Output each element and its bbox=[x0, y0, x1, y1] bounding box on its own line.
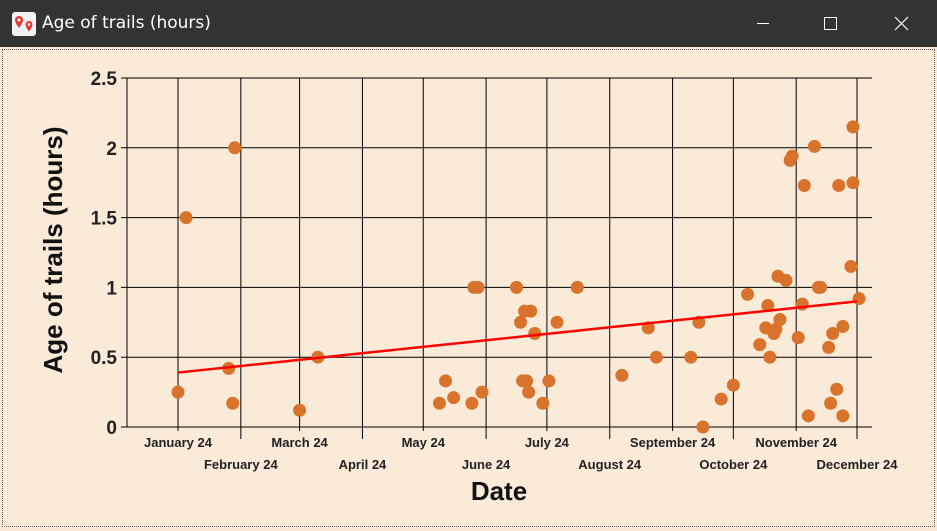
x-tick-label: September 24 bbox=[630, 435, 716, 450]
data-point bbox=[832, 178, 846, 192]
data-point bbox=[447, 391, 461, 405]
x-axis-ticks: January 24 February 24 March 24 April 24 May… bbox=[144, 435, 898, 472]
y-tick-label: 2.5 bbox=[91, 69, 118, 90]
data-point bbox=[432, 396, 446, 410]
data-point bbox=[822, 340, 836, 354]
data-point bbox=[520, 374, 534, 388]
data-point bbox=[226, 396, 240, 410]
data-point bbox=[179, 211, 193, 225]
data-point bbox=[550, 315, 564, 329]
data-point bbox=[522, 385, 536, 399]
y-tick-label: 2 bbox=[106, 139, 117, 160]
data-point bbox=[830, 382, 844, 396]
y-axis-ticks: 0 0.5 1 1.5 2 2.5 bbox=[91, 69, 118, 439]
map-pin-icon bbox=[12, 12, 36, 36]
data-point bbox=[475, 385, 489, 399]
x-tick-label: February 24 bbox=[204, 457, 278, 472]
grid bbox=[121, 77, 872, 439]
y-tick-label: 1.5 bbox=[91, 209, 118, 230]
data-point bbox=[761, 299, 775, 313]
data-point bbox=[465, 396, 479, 410]
data-point bbox=[753, 338, 767, 352]
data-point bbox=[741, 287, 755, 301]
maximize-button[interactable] bbox=[797, 0, 865, 47]
x-tick-label: May 24 bbox=[402, 435, 446, 450]
x-axis-label: Date bbox=[471, 476, 527, 506]
data-point bbox=[791, 331, 805, 345]
data-point bbox=[807, 139, 821, 153]
data-point bbox=[570, 280, 584, 294]
data-point bbox=[524, 304, 538, 318]
x-tick-label: August 24 bbox=[578, 457, 642, 472]
data-point bbox=[836, 409, 850, 423]
data-point bbox=[769, 322, 783, 336]
y-tick-label: 0 bbox=[106, 418, 117, 439]
minimize-button[interactable] bbox=[729, 0, 797, 47]
y-tick-label: 1 bbox=[106, 278, 117, 299]
data-point bbox=[171, 385, 185, 399]
data-point bbox=[846, 120, 860, 134]
data-point bbox=[439, 374, 453, 388]
x-tick-label: March 24 bbox=[271, 435, 328, 450]
x-tick-label: October 24 bbox=[699, 457, 768, 472]
chart-panel: 0 0.5 1 1.5 2 2.5 January 24 February 24 March … bbox=[2, 49, 935, 527]
close-button[interactable] bbox=[867, 0, 935, 47]
data-point bbox=[293, 403, 307, 417]
data-point bbox=[779, 273, 793, 287]
data-point bbox=[714, 392, 728, 406]
data-point bbox=[773, 313, 787, 327]
data-point bbox=[471, 280, 485, 294]
y-axis-label: Age of trails (hours) bbox=[38, 126, 68, 373]
x-tick-label: June 24 bbox=[462, 457, 511, 472]
data-point bbox=[824, 396, 838, 410]
data-point bbox=[801, 409, 815, 423]
data-point bbox=[852, 292, 866, 306]
data-point bbox=[826, 326, 840, 340]
data-point bbox=[649, 350, 663, 364]
data-point bbox=[509, 280, 523, 294]
data-point bbox=[514, 315, 528, 329]
data-point bbox=[228, 141, 242, 155]
x-tick-label: January 24 bbox=[144, 435, 213, 450]
data-points bbox=[171, 120, 866, 434]
x-tick-label: November 24 bbox=[755, 435, 837, 450]
trend-line bbox=[177, 300, 858, 374]
scatter-chart: 0 0.5 1 1.5 2 2.5 January 24 February 24 March … bbox=[38, 69, 898, 506]
data-point bbox=[797, 178, 811, 192]
data-point bbox=[615, 368, 629, 382]
data-point bbox=[542, 374, 556, 388]
data-point bbox=[726, 378, 740, 392]
maximize-icon bbox=[824, 17, 837, 30]
x-tick-label: December 24 bbox=[817, 457, 899, 472]
minimize-icon bbox=[757, 23, 769, 24]
data-point bbox=[696, 420, 710, 434]
window-title: Age of trails (hours) bbox=[42, 13, 211, 33]
y-tick-label: 0.5 bbox=[91, 348, 118, 369]
data-point bbox=[684, 350, 698, 364]
title-bar: Age of trails (hours) bbox=[0, 0, 937, 47]
close-icon bbox=[894, 16, 909, 31]
data-point bbox=[536, 396, 550, 410]
data-point bbox=[763, 350, 777, 364]
x-tick-label: April 24 bbox=[339, 457, 387, 472]
data-point bbox=[814, 280, 828, 294]
data-point bbox=[846, 176, 860, 190]
data-point bbox=[836, 319, 850, 333]
data-point bbox=[844, 259, 858, 273]
data-point bbox=[785, 149, 799, 163]
x-tick-label: July 24 bbox=[525, 435, 570, 450]
